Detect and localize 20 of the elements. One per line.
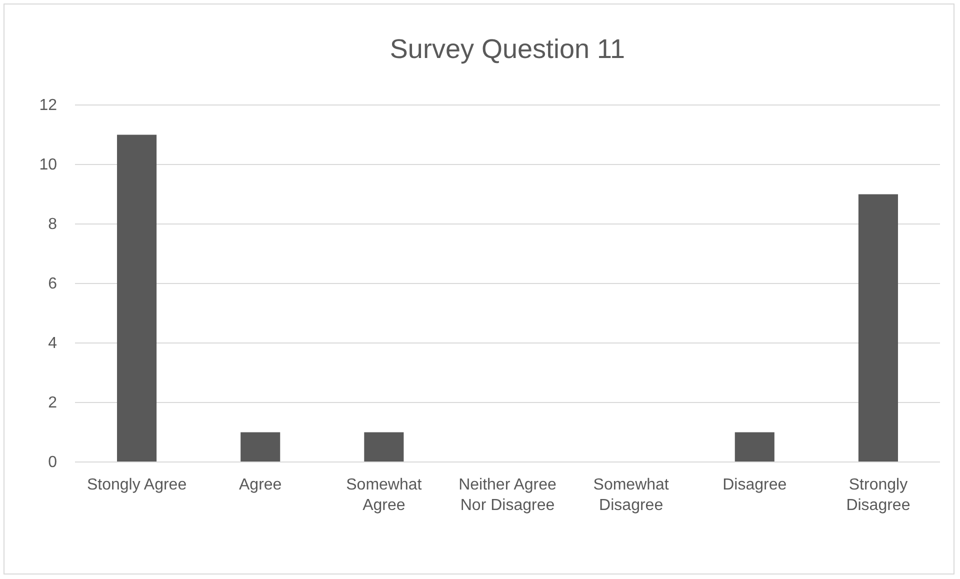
y-tick-label: 8 [48,216,58,234]
y-tick-label: 0 [48,454,58,472]
x-tick-label: Agree [239,476,282,494]
y-tick-label: 6 [48,276,58,293]
bar [858,194,898,462]
x-tick-label: Somewhat Disagree [593,476,670,514]
bar [240,432,280,462]
bar [734,432,774,462]
x-tick-label: Disagree [722,476,787,494]
x-tick-label: Stongly Agree [86,476,187,494]
chart-title: Survey Question 11 [390,34,626,64]
x-tick-label: Somewhat Agree [346,476,422,514]
y-tick-label: 12 [39,97,58,114]
y-tick-label: 10 [39,156,58,174]
y-tick-label: 2 [48,394,58,412]
x-tick-label: Strongly Disagree [846,476,910,514]
bar [364,432,404,462]
bar [117,134,157,462]
y-tick-label: 4 [48,335,58,352]
x-tick-label: Neither Agree Nor Disagree [458,476,557,514]
